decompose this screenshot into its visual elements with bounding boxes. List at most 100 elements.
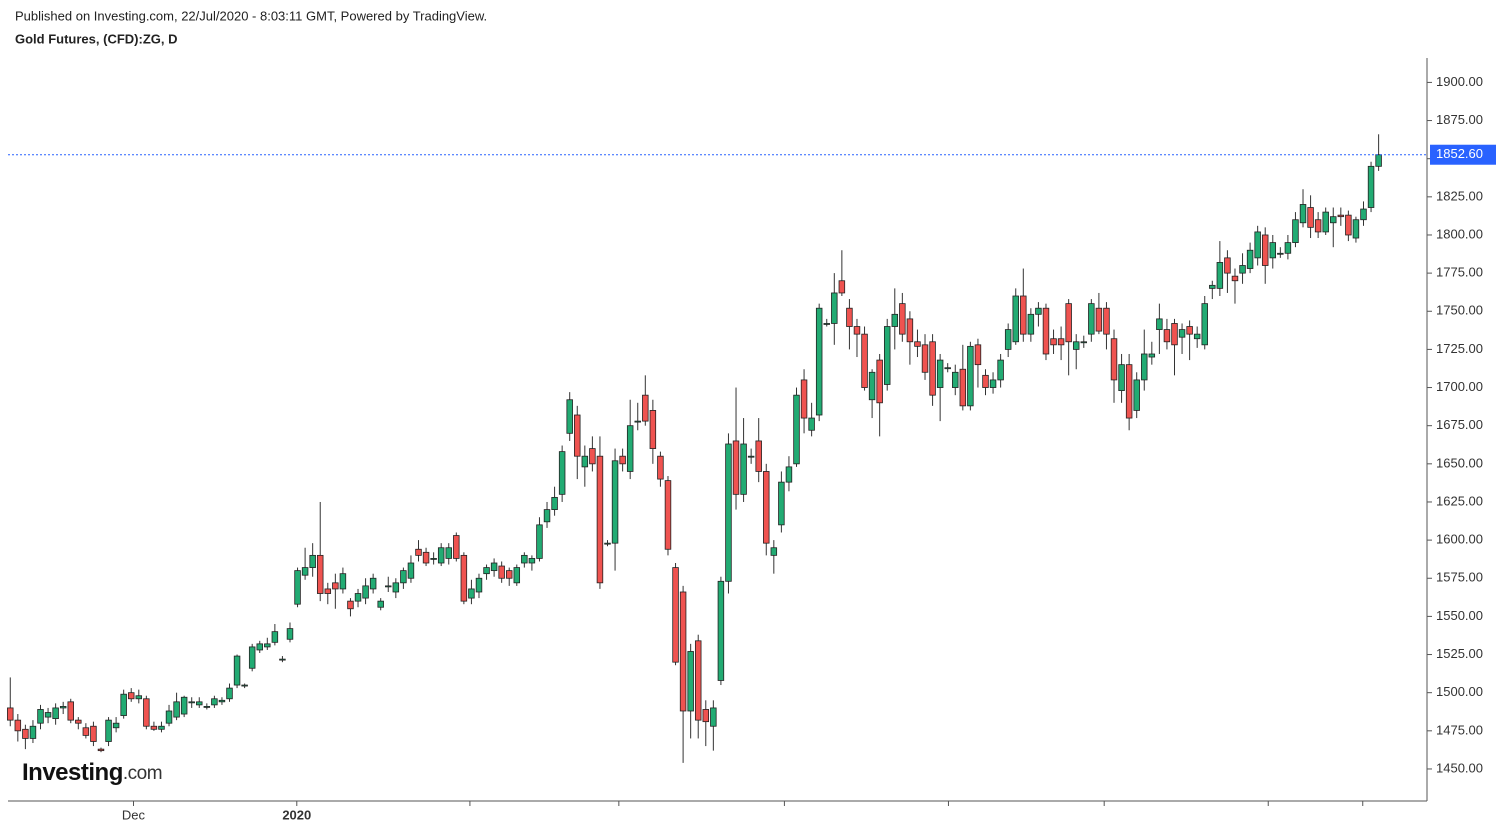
candle: [838, 250, 846, 297]
candle: [1035, 302, 1042, 327]
candle: [135, 689, 143, 704]
candle-body: [75, 719, 82, 724]
candle: [831, 273, 838, 345]
candle: [1261, 227, 1269, 284]
candle: [982, 369, 989, 396]
candle-body: [974, 344, 982, 366]
candle-body: [778, 481, 785, 526]
candle: [7, 677, 14, 727]
candle: [1284, 234, 1292, 260]
candle-body: [566, 399, 573, 434]
candle-body: [551, 496, 558, 510]
y-tick-label: 1725.00: [1436, 341, 1483, 356]
candle: [626, 399, 634, 480]
candle-body: [952, 371, 959, 388]
candle: [876, 353, 883, 437]
candle-body: [347, 600, 354, 610]
candle-body: [868, 371, 876, 401]
candle: [241, 683, 248, 689]
candle: [248, 643, 256, 672]
candle: [203, 703, 211, 710]
candle-body: [793, 394, 800, 465]
candle-body: [1277, 252, 1284, 255]
candle-body: [165, 710, 173, 724]
candle-body: [634, 420, 641, 423]
candle-body: [7, 707, 14, 721]
candle: [1337, 207, 1345, 226]
candle: [158, 721, 165, 733]
candle: [1020, 268, 1027, 342]
candle-body: [475, 577, 483, 593]
candle: [944, 363, 951, 373]
x-tick-label: Dec: [122, 807, 146, 822]
candle-body: [385, 585, 392, 588]
candle: [747, 448, 755, 464]
candle: [853, 318, 861, 358]
logo-suffix: .com: [123, 763, 162, 784]
candle: [498, 561, 505, 583]
candle-body: [52, 707, 59, 720]
symbol-title: Gold Futures, (CFD):ZG, D: [15, 31, 177, 46]
candle: [800, 369, 808, 434]
candle: [52, 703, 59, 725]
candle: [1269, 234, 1277, 269]
candle: [332, 573, 339, 609]
candle: [309, 543, 316, 577]
candle: [604, 540, 611, 547]
candle: [1360, 201, 1367, 226]
candle-body: [59, 706, 67, 709]
candle-body: [883, 326, 891, 385]
candle: [385, 576, 392, 592]
candle-body: [679, 591, 687, 712]
candle: [226, 683, 233, 702]
candle: [702, 700, 710, 747]
candle: [1103, 302, 1110, 350]
candle: [105, 717, 112, 747]
candle: [188, 697, 195, 708]
candle: [1292, 212, 1299, 248]
candle: [611, 448, 619, 571]
candle-body: [248, 646, 256, 669]
candle-body: [1133, 379, 1140, 411]
candle: [710, 700, 717, 751]
published-note: Published on Investing.com, 22/Jul/2020 …: [15, 8, 487, 23]
candle: [347, 598, 354, 617]
candle: [906, 311, 914, 365]
candle-body: [264, 643, 271, 648]
candle-body: [150, 725, 158, 730]
y-tick-label: 1650.00: [1436, 455, 1483, 470]
candle-body: [1307, 207, 1314, 228]
candle: [566, 392, 573, 441]
candle-body: [725, 443, 732, 582]
candle: [377, 598, 384, 611]
candle-body: [1201, 303, 1208, 346]
y-tick-label: 1875.00: [1436, 112, 1483, 127]
candle: [997, 353, 1004, 388]
candle-body: [1012, 295, 1019, 343]
candle: [967, 341, 974, 411]
candle: [369, 573, 377, 594]
candle: [211, 695, 218, 708]
candle: [574, 405, 581, 480]
candle-body: [279, 658, 286, 661]
candle-body: [800, 379, 808, 419]
candle-body: [642, 394, 649, 422]
candle: [521, 552, 528, 568]
candle-body: [241, 684, 248, 687]
candle: [256, 640, 263, 654]
candle: [453, 532, 460, 562]
candle-body: [574, 414, 581, 457]
candle-body: [1322, 211, 1329, 233]
candle: [763, 463, 770, 556]
candle-body: [611, 460, 619, 544]
candle-body: [90, 725, 97, 742]
candle-body: [127, 692, 135, 700]
candle: [1088, 299, 1095, 342]
candle-body: [740, 443, 747, 495]
candle: [14, 714, 22, 742]
candle: [543, 501, 551, 528]
candle-body: [906, 318, 914, 343]
candle-body: [180, 696, 188, 715]
candle: [415, 540, 422, 562]
candle: [460, 552, 468, 605]
